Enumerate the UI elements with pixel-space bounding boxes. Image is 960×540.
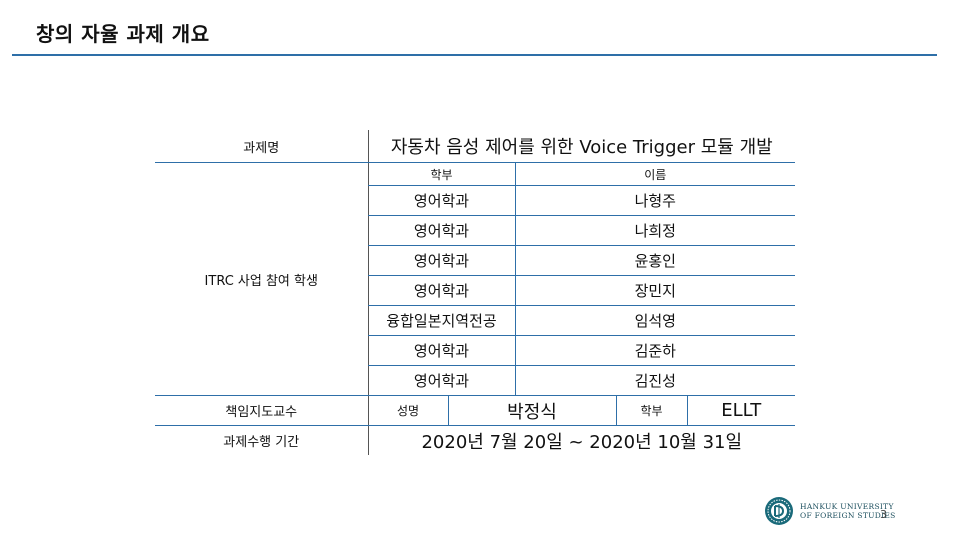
student-name: 김준하 (514, 335, 796, 366)
advisor-dept-label: 학부 (615, 395, 687, 426)
student-row: 영어학과 장민지 (155, 275, 796, 306)
student-name: 나희정 (514, 215, 796, 246)
project-overview-table: 과제명 자동차 음성 제어를 위한 Voice Trigger 모듈 개발 IT… (155, 130, 796, 455)
student-dept: 영어학과 (367, 335, 515, 366)
slide-title: 창의 자율 과제 개요 (36, 22, 210, 46)
project-name-row: 과제명 자동차 음성 제어를 위한 Voice Trigger 모듈 개발 (155, 130, 796, 163)
student-name: 임석영 (514, 305, 796, 336)
dept-header: 학부 (367, 162, 515, 186)
university-seal-icon (765, 497, 793, 525)
student-row: 영어학과 나형주 (155, 185, 796, 216)
advisor-label: 책임지도교수 (155, 395, 368, 426)
student-header-row: ITRC 사업 참여 학생 학부 이름 (155, 162, 796, 396)
advisor-row: 책임지도교수 성명 박정식 학부 ELLT (155, 395, 796, 426)
student-dept: 영어학과 (367, 185, 515, 216)
project-name-label: 과제명 (155, 130, 368, 163)
student-row: 융합일본지역전공 임석영 (155, 305, 796, 336)
student-dept: 영어학과 (367, 275, 515, 306)
student-name: 나형주 (514, 185, 796, 216)
period-label: 과제수행 기간 (223, 435, 300, 450)
student-row: 영어학과 김준하 (155, 335, 796, 366)
student-name: 윤홍인 (514, 245, 796, 276)
student-dept: 융합일본지역전공 (367, 305, 515, 336)
title-underline (12, 54, 937, 56)
advisor-name-label: 성명 (367, 395, 448, 426)
student-dept: 영어학과 (367, 215, 515, 246)
student-name: 김진성 (514, 365, 796, 396)
project-name: 자동차 음성 제어를 위한 Voice Trigger 모듈 개발 (367, 130, 796, 163)
university-name: HANKUK UNIVERSITY OF FOREIGN STUDIES (800, 502, 896, 520)
student-name: 장민지 (514, 275, 796, 306)
page-number: 3 (880, 508, 887, 521)
project-period: 2020년 7월 20일 ~ 2020년 10월 31일 (367, 425, 796, 455)
student-row: 영어학과 나희정 (155, 215, 796, 246)
student-dept: 영어학과 (367, 365, 515, 396)
student-row: 영어학과 윤홍인 (155, 245, 796, 276)
advisor-name: 박정식 (447, 395, 616, 426)
period-row: 과제수행 기간 2020년 7월 20일 ~ 2020년 10월 31일 (155, 425, 796, 455)
advisor-dept: ELLT (686, 395, 796, 426)
name-header: 이름 (514, 162, 796, 186)
university-name-line2: OF FOREIGN STUDIES (800, 511, 896, 520)
student-row: 영어학과 김진성 (155, 365, 796, 396)
university-logo: HANKUK UNIVERSITY OF FOREIGN STUDIES (764, 496, 896, 526)
university-name-line1: HANKUK UNIVERSITY (800, 502, 894, 511)
student-dept: 영어학과 (367, 245, 515, 276)
students-label: ITRC 사업 참여 학생 (155, 162, 368, 396)
